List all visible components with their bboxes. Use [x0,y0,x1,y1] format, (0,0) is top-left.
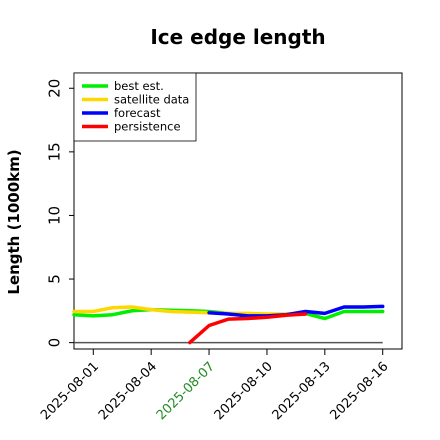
legend-label: forecast [114,106,161,120]
y-tick-label: 0 [45,338,63,348]
y-tick-label: 20 [45,79,63,98]
x-tick-label: 2025-08-04 [96,359,160,423]
series-line-satellite-data [72,305,308,316]
series-layer [72,304,385,345]
legend-label: satellite data [114,93,189,107]
plot-area [73,72,403,350]
y-tick-label: 5 [45,274,63,284]
legend-label: best est. [114,79,164,93]
legend: best est.satellite dataforecastpersisten… [73,72,197,142]
x-tick-label: 2025-08-16 [327,359,391,423]
x-tick-label: 2025-08-10 [212,359,276,423]
y-tick-label: 10 [45,206,63,225]
chart-title: Ice edge length [150,25,325,49]
legend-label: persistence [114,120,181,134]
y-tick-label: 15 [45,142,63,161]
x-tick-label: 2025-08-13 [270,359,334,423]
x-tick-label: 2025-08-07 [154,359,218,423]
series-line-persistence [188,312,308,345]
x-tick-label: 2025-08-01 [38,359,102,423]
y-axis-label: Length (1000km) [5,149,23,294]
